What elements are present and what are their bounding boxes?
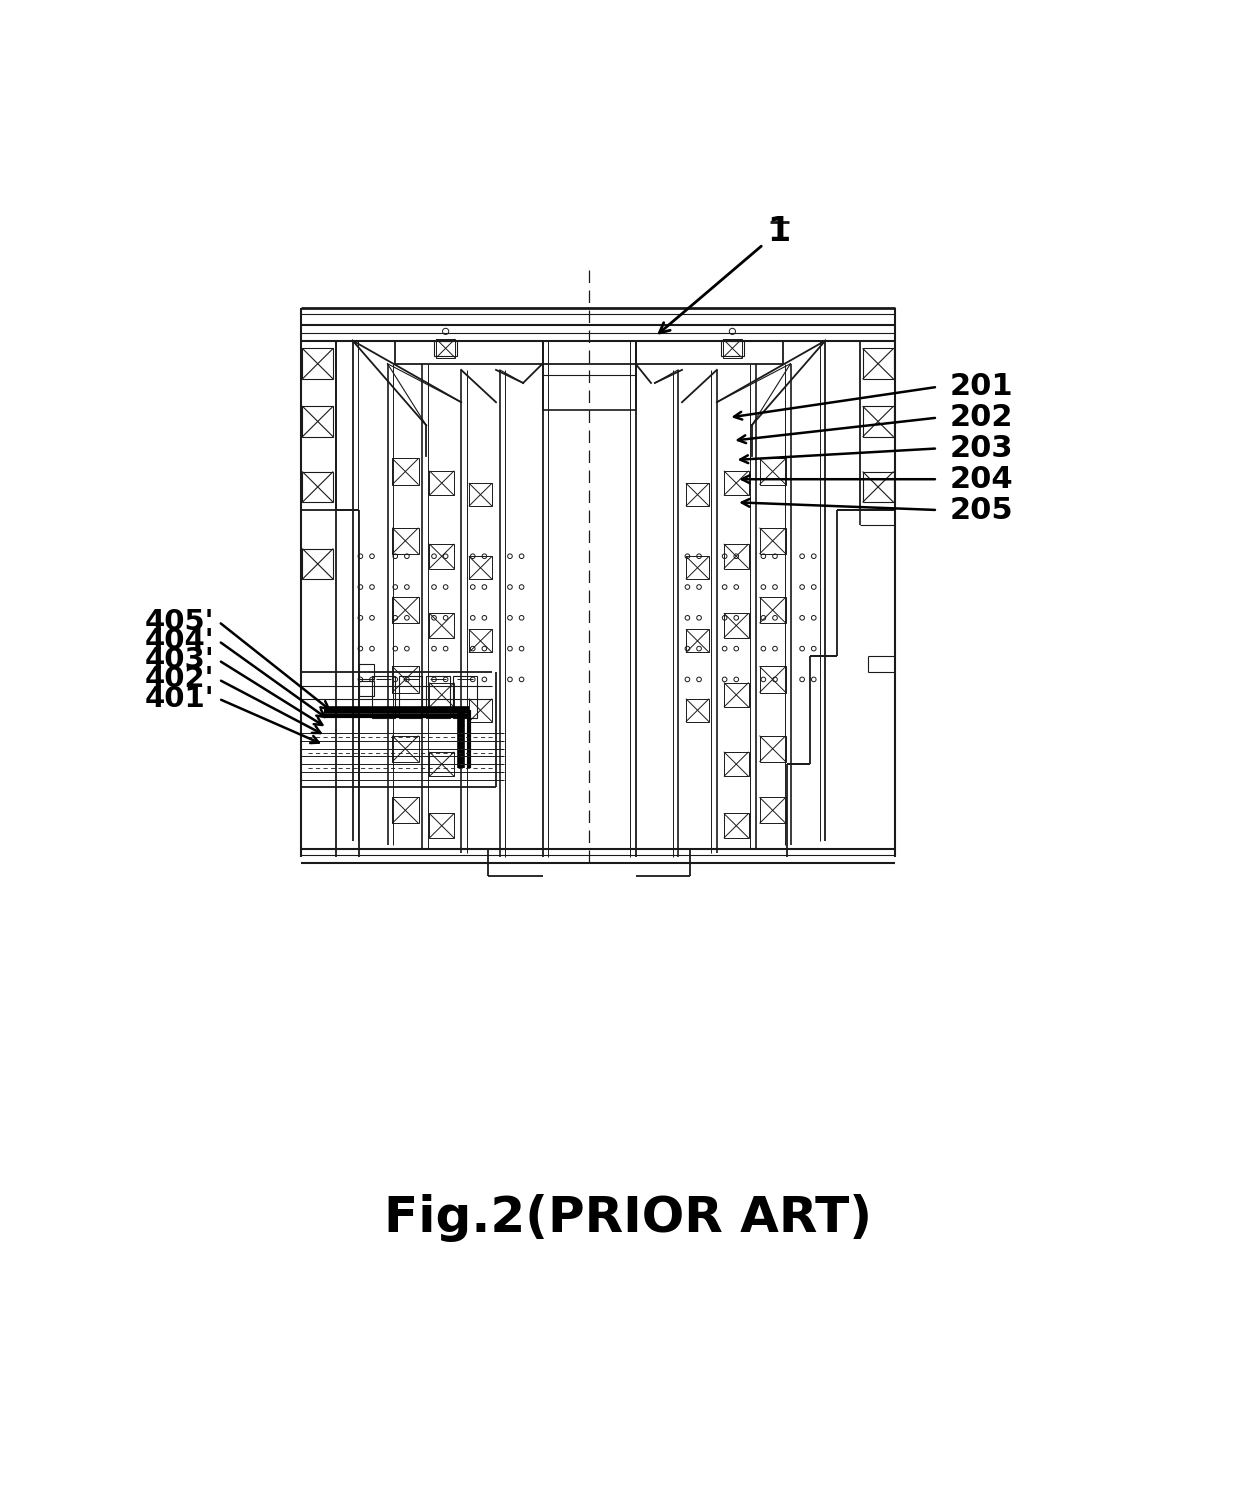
Bar (759, 458, 786, 485)
Bar (469, 699, 492, 722)
Bar (469, 556, 492, 580)
Bar (759, 666, 786, 692)
Text: 201: 201 (950, 373, 1013, 401)
Text: 202: 202 (950, 403, 1013, 432)
Text: 402': 402' (145, 665, 215, 693)
Bar (303, 406, 334, 437)
Bar (686, 629, 709, 653)
Bar (358, 681, 374, 696)
Text: 204: 204 (950, 465, 1013, 494)
Bar (429, 814, 454, 838)
Bar (759, 798, 786, 823)
Bar (392, 735, 419, 762)
Bar (454, 675, 476, 719)
Bar (392, 458, 419, 485)
Bar (392, 596, 419, 623)
Bar (863, 406, 894, 437)
Bar (429, 751, 454, 777)
Bar (399, 675, 423, 719)
Text: 401': 401' (145, 684, 215, 713)
Bar (392, 666, 419, 692)
Bar (724, 613, 749, 638)
Bar (724, 814, 749, 838)
Bar (724, 683, 749, 707)
Bar (759, 735, 786, 762)
Bar (469, 629, 492, 653)
Bar (429, 471, 454, 495)
Text: 205: 205 (950, 495, 1013, 525)
Bar (686, 483, 709, 505)
Bar (720, 340, 744, 356)
Bar (724, 471, 749, 495)
Bar (303, 349, 334, 379)
Bar (724, 751, 749, 777)
Text: 203: 203 (950, 434, 1013, 462)
Bar (863, 349, 894, 379)
Bar (429, 613, 454, 638)
Bar (429, 544, 454, 568)
Bar (469, 483, 492, 505)
Bar (303, 471, 334, 502)
Bar (759, 596, 786, 623)
Bar (372, 675, 396, 719)
Bar (543, 340, 635, 410)
Text: Fig.2(PRIOR ART): Fig.2(PRIOR ART) (383, 1194, 872, 1242)
Text: 1: 1 (768, 215, 790, 248)
Bar (759, 528, 786, 555)
Bar (303, 549, 334, 580)
Bar (358, 663, 374, 680)
Bar (429, 683, 454, 707)
Bar (723, 338, 742, 358)
Bar (686, 556, 709, 580)
Text: 405': 405' (145, 608, 215, 635)
Bar (392, 528, 419, 555)
Bar (724, 544, 749, 568)
Bar (436, 338, 455, 358)
Bar (686, 699, 709, 722)
Bar (427, 675, 449, 719)
Text: 404': 404' (145, 626, 215, 655)
Bar (434, 340, 458, 356)
Bar (392, 798, 419, 823)
Text: 403': 403' (145, 646, 215, 674)
Bar (863, 471, 894, 502)
